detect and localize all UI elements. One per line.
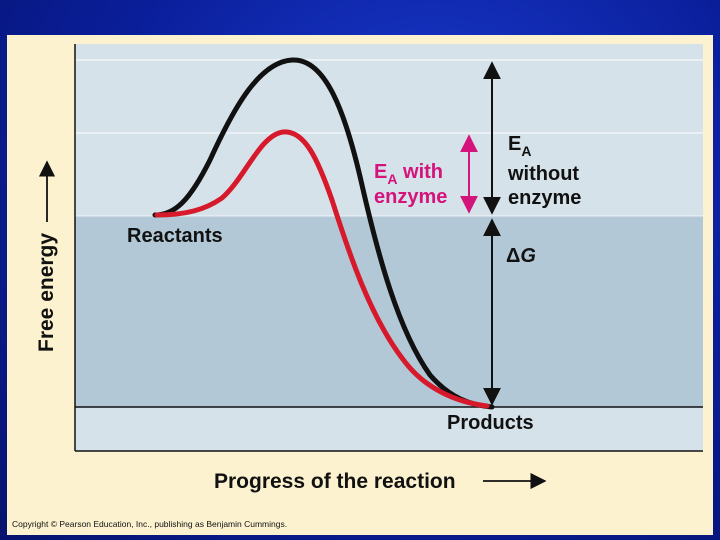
bottom-band — [75, 407, 703, 451]
ea-without-enzyme-label-line3: enzyme — [508, 187, 581, 209]
ea-without-enzyme-label-line2: without — [507, 163, 579, 185]
copyright-text: Copyright © Pearson Education, Inc., pub… — [12, 519, 287, 529]
reactants-label: Reactants — [127, 225, 223, 247]
ea-without-enzyme-label: EA — [508, 133, 531, 159]
ea-with-enzyme-label: EA with — [374, 161, 443, 187]
lower-energy-band — [75, 216, 703, 407]
ea-with-enzyme-label-line2: enzyme — [374, 186, 447, 208]
products-label: Products — [447, 412, 534, 434]
y-axis-label: Free energy — [35, 233, 58, 352]
upper-energy-band — [75, 44, 703, 216]
uncatalyzed-reaction-curve — [152, 57, 495, 410]
x-axis-label: Progress of the reaction — [214, 470, 456, 493]
catalyzed-reaction-curve — [154, 129, 490, 409]
delta-g-label: ΔG — [506, 245, 536, 267]
